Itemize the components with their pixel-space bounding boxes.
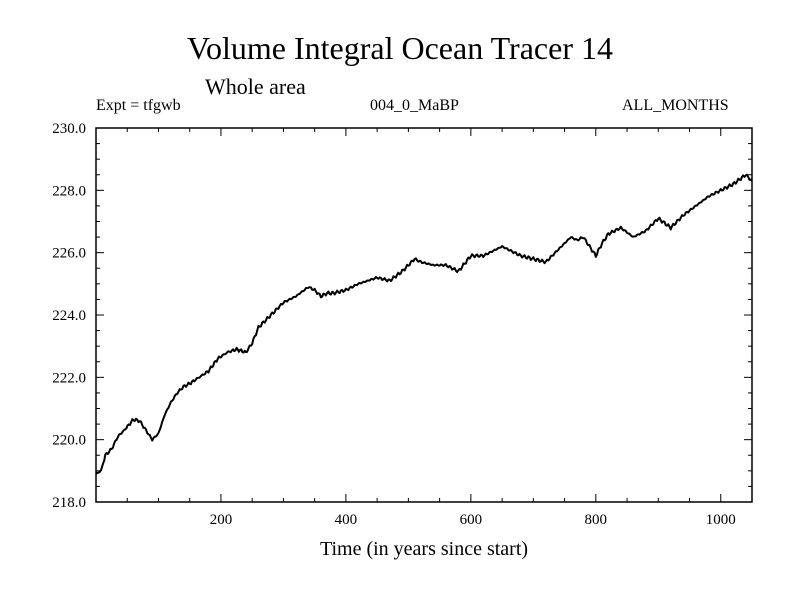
y-tick-label: 230.0 bbox=[52, 121, 86, 137]
y-tick-label: 218.0 bbox=[52, 495, 86, 511]
plot-frame bbox=[95, 127, 753, 503]
y-tick-label: 228.0 bbox=[52, 183, 86, 199]
x-axis-label: Time (in years since start) bbox=[320, 538, 528, 560]
chart-subtitle: Whole area bbox=[205, 74, 306, 99]
series-line bbox=[95, 173, 753, 475]
chart-title: Volume Integral Ocean Tracer 14 bbox=[187, 30, 613, 66]
y-tick-label: 222.0 bbox=[52, 370, 86, 386]
x-tick-label: 1000 bbox=[706, 512, 736, 528]
experiment-label: Expt = tfgwb bbox=[96, 97, 181, 114]
x-tick-label: 600 bbox=[460, 512, 483, 528]
y-tick-label: 224.0 bbox=[52, 308, 86, 324]
y-tick-label: 226.0 bbox=[52, 246, 86, 262]
x-tick-label: 800 bbox=[585, 512, 608, 528]
period-label: 004_0_MaBP bbox=[370, 97, 459, 114]
months-label: ALL_MONTHS bbox=[622, 97, 729, 114]
x-tick-label: 400 bbox=[335, 512, 358, 528]
y-tick-label: 220.0 bbox=[52, 433, 86, 449]
x-tick-label: 200 bbox=[210, 512, 233, 528]
